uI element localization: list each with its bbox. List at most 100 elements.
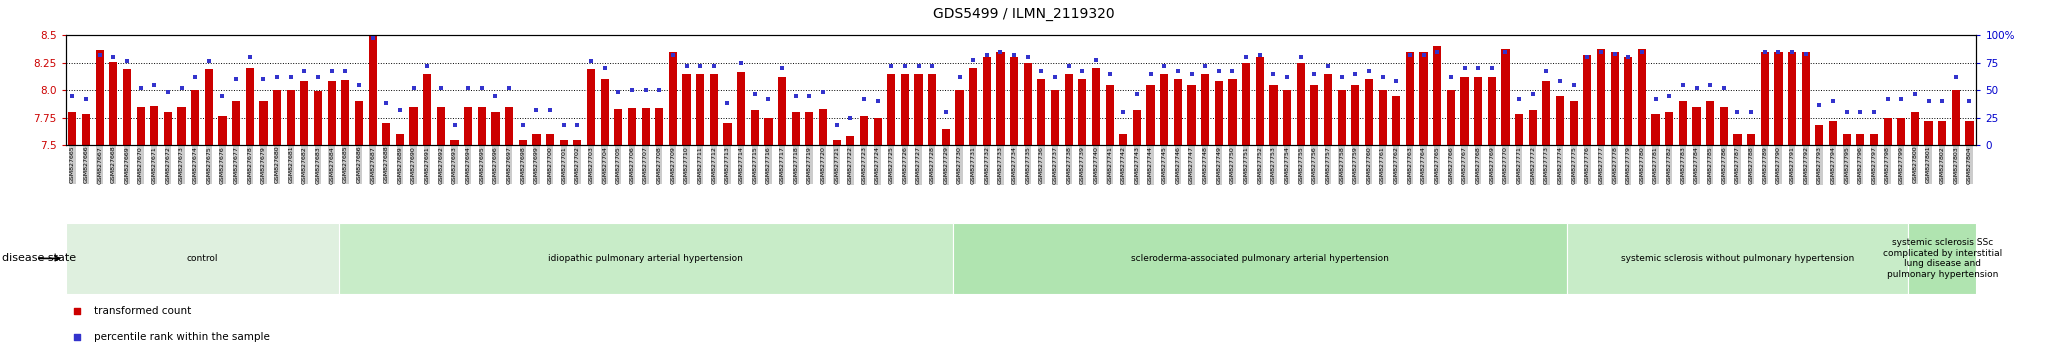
Bar (956, 90, 965, 145)
Bar (506, 107, 514, 145)
Point (1831, 109, 1864, 115)
Point (438, 122, 471, 128)
Bar (1720, 107, 1729, 145)
Point (1475, 65, 1507, 71)
Bar (1774, 52, 1782, 145)
Point (1817, 98, 1849, 104)
Point (1954, 98, 1987, 104)
Point (1448, 65, 1481, 71)
Bar (1884, 118, 1892, 145)
Bar (287, 90, 295, 145)
Point (152, 90, 184, 95)
Point (1939, 74, 1972, 80)
Point (178, 74, 211, 80)
Bar (805, 112, 813, 145)
Point (547, 122, 580, 128)
Bar (1296, 63, 1305, 145)
Bar (1147, 85, 1155, 145)
Point (684, 63, 717, 69)
Point (944, 74, 977, 80)
Point (1653, 93, 1686, 98)
Bar (451, 139, 459, 145)
Bar (1364, 79, 1372, 145)
Bar (272, 90, 281, 145)
Point (1925, 98, 1958, 104)
Point (1884, 96, 1917, 102)
Point (1284, 55, 1317, 60)
Point (1843, 109, 1876, 115)
Point (1065, 68, 1098, 73)
Point (1421, 49, 1454, 55)
Bar (846, 136, 854, 145)
Bar (682, 74, 690, 145)
Bar (1909, 223, 1976, 294)
Point (233, 55, 266, 60)
Bar (588, 69, 596, 145)
Bar (1419, 52, 1427, 145)
Point (96, 55, 129, 60)
Point (1311, 63, 1343, 69)
Bar (928, 74, 936, 145)
Point (834, 115, 866, 120)
Point (1858, 109, 1890, 115)
Bar (518, 139, 526, 145)
Point (1229, 55, 1262, 60)
Bar (860, 115, 868, 145)
Bar (395, 134, 403, 145)
Bar (1159, 74, 1167, 145)
Point (1749, 49, 1782, 55)
Point (479, 93, 512, 98)
Point (1679, 85, 1712, 91)
Point (1802, 102, 1835, 107)
Point (1202, 68, 1235, 73)
Bar (1241, 63, 1249, 145)
Text: idiopathic pulmonary arterial hypertension: idiopathic pulmonary arterial hypertensi… (549, 254, 743, 263)
Point (1024, 68, 1057, 73)
Text: transformed count: transformed count (94, 306, 190, 316)
Bar (383, 123, 391, 145)
Point (1094, 71, 1126, 76)
Point (1694, 82, 1726, 88)
Point (1872, 96, 1905, 102)
Point (1407, 52, 1440, 58)
Point (1708, 85, 1741, 91)
Point (260, 74, 293, 80)
Point (1053, 63, 1085, 69)
Bar (614, 109, 623, 145)
Point (629, 87, 662, 93)
Bar (82, 114, 90, 145)
Point (561, 122, 594, 128)
Bar (1802, 52, 1810, 145)
Bar (887, 74, 895, 145)
Point (1790, 51, 1823, 57)
Point (1176, 71, 1208, 76)
Bar (1133, 110, 1141, 145)
Point (219, 76, 252, 82)
Bar (328, 81, 336, 145)
Point (453, 85, 485, 91)
Bar (123, 69, 131, 145)
Bar (338, 223, 952, 294)
Bar (369, 35, 377, 145)
Text: control: control (186, 254, 217, 263)
Point (274, 74, 307, 80)
Point (1898, 91, 1931, 96)
Point (356, 35, 389, 40)
Bar (231, 101, 240, 145)
Bar (1815, 125, 1823, 145)
Bar (764, 118, 772, 145)
Point (971, 52, 1004, 58)
Point (248, 76, 281, 82)
Point (848, 96, 881, 102)
Bar (1747, 134, 1755, 145)
Point (1243, 52, 1276, 58)
Point (780, 93, 813, 98)
Point (1913, 98, 1946, 104)
Bar (1323, 74, 1331, 145)
Bar (1952, 90, 1960, 145)
Point (602, 90, 635, 95)
Bar (1188, 85, 1196, 145)
Point (793, 93, 825, 98)
Text: GDS5499 / ILMN_2119320: GDS5499 / ILMN_2119320 (934, 7, 1114, 21)
Point (289, 68, 322, 73)
